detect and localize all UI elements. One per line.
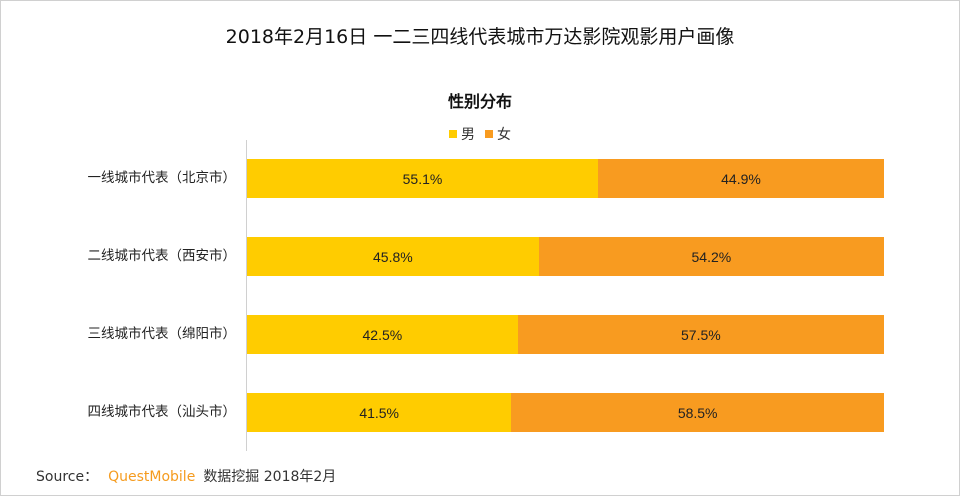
- source-note: Source： QuestMobile 数据挖掘 2018年2月: [36, 466, 336, 486]
- source-brand: QuestMobile: [108, 469, 196, 485]
- bar-segment-male: 41.5%: [247, 393, 512, 432]
- bar-segment-female: 57.5%: [517, 315, 884, 354]
- data-label: 55.1%: [402, 170, 443, 187]
- category-axis-line: [246, 140, 247, 451]
- data-label: 54.2%: [691, 248, 732, 265]
- category-label: 一线城市代表（北京市）: [87, 170, 237, 186]
- legend: 男 女: [0, 124, 960, 144]
- source-suffix: 数据挖掘 2018年2月: [203, 469, 337, 485]
- bar-row: 一线城市代表（北京市） 55.1% 44.9%: [0, 159, 960, 198]
- bar-segment-female: 44.9%: [597, 159, 884, 198]
- data-label: 57.5%: [681, 326, 721, 343]
- legend-item-male: 男: [449, 124, 475, 144]
- bar-segment-male: 42.5%: [247, 315, 518, 354]
- bar-segment-male: 45.8%: [247, 237, 539, 276]
- chart-subtitle: 性别分布: [447, 92, 512, 111]
- data-label: 41.5%: [359, 404, 400, 421]
- stacked-bar: 55.1% 44.9%: [247, 159, 884, 198]
- bar-row: 三线城市代表（绵阳市） 42.5% 57.5%: [0, 315, 960, 354]
- legend-swatch-female: [485, 130, 493, 138]
- stacked-bar: 45.8% 54.2%: [247, 237, 884, 276]
- bar-row: 二线城市代表（西安市） 45.8% 54.2%: [0, 237, 960, 276]
- legend-label-male: 男: [461, 127, 475, 143]
- bar-segment-female: 58.5%: [511, 393, 884, 432]
- legend-swatch-male: [449, 130, 457, 138]
- legend-label-female: 女: [497, 127, 511, 143]
- chart-title: 2018年2月16日 一二三四线代表城市万达影院观影用户画像: [225, 26, 735, 48]
- bar-segment-female: 54.2%: [538, 237, 884, 276]
- data-label: 58.5%: [677, 404, 718, 421]
- bar-row: 四线城市代表（汕头市） 41.5% 58.5%: [0, 393, 960, 432]
- source-prefix: Source：: [36, 469, 99, 485]
- stacked-bar: 41.5% 58.5%: [247, 393, 884, 432]
- legend-item-female: 女: [485, 124, 511, 144]
- data-label: 44.9%: [721, 170, 761, 187]
- bar-segment-male: 55.1%: [247, 159, 598, 198]
- stacked-bar: 42.5% 57.5%: [247, 315, 884, 354]
- category-label: 三线城市代表（绵阳市）: [87, 326, 237, 342]
- data-label: 45.8%: [373, 248, 413, 265]
- category-label: 四线城市代表（汕头市）: [87, 404, 237, 420]
- category-label: 二线城市代表（西安市）: [87, 248, 237, 264]
- data-label: 42.5%: [362, 326, 403, 343]
